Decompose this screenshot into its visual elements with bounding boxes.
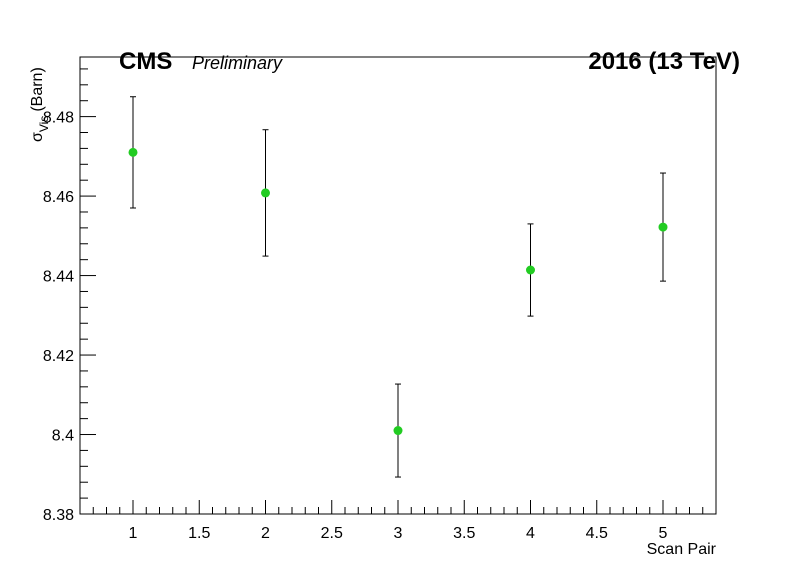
y-tick-label: 8.46 (43, 189, 74, 206)
y-tick-label: 8.38 (43, 507, 74, 524)
y-tick-label: 8.42 (43, 348, 74, 365)
preliminary-label: Preliminary (192, 53, 283, 73)
x-tick-label: 1 (129, 525, 138, 542)
y-axis-subscript: Vis (37, 116, 51, 132)
x-axis: 1 1.5 2 2.5 3 3.5 4 4.5 5 (79, 500, 717, 542)
y-tick-label: 8.44 (43, 269, 74, 286)
data-point (128, 147, 138, 157)
data-point (261, 188, 270, 198)
data-point (658, 222, 668, 232)
x-axis-title: Scan Pair (647, 541, 717, 558)
energy-label: 2016 (13 TeV) (588, 48, 740, 75)
y-axis-unit: (Barn) (29, 67, 46, 111)
x-tick-label: 2.5 (321, 525, 343, 542)
x-tick-label: 3 (394, 525, 403, 542)
y-axis-symbol: σ (29, 132, 46, 142)
x-tick-label: 3.5 (453, 525, 475, 542)
x-tick-label: 4.5 (586, 525, 608, 542)
data-point (393, 426, 403, 436)
svg-text:σVis(Barn): σVis (Barn) (29, 67, 51, 142)
x-tick-label: 1.5 (188, 525, 210, 542)
data-point (526, 265, 535, 275)
y-tick-label: 8.48 (43, 110, 74, 127)
x-tick-label: 5 (659, 525, 668, 542)
data-points (128, 96, 668, 478)
cms-label: CMS (119, 48, 172, 75)
y-axis-title: σVis (Barn) (29, 67, 51, 142)
x-tick-label: 2 (261, 525, 270, 542)
y-tick-label: 8.4 (52, 428, 74, 445)
y-axis: 8.38 8.4 8.42 8.44 8.46 8.48 (43, 68, 96, 524)
x-tick-label: 4 (526, 525, 535, 542)
